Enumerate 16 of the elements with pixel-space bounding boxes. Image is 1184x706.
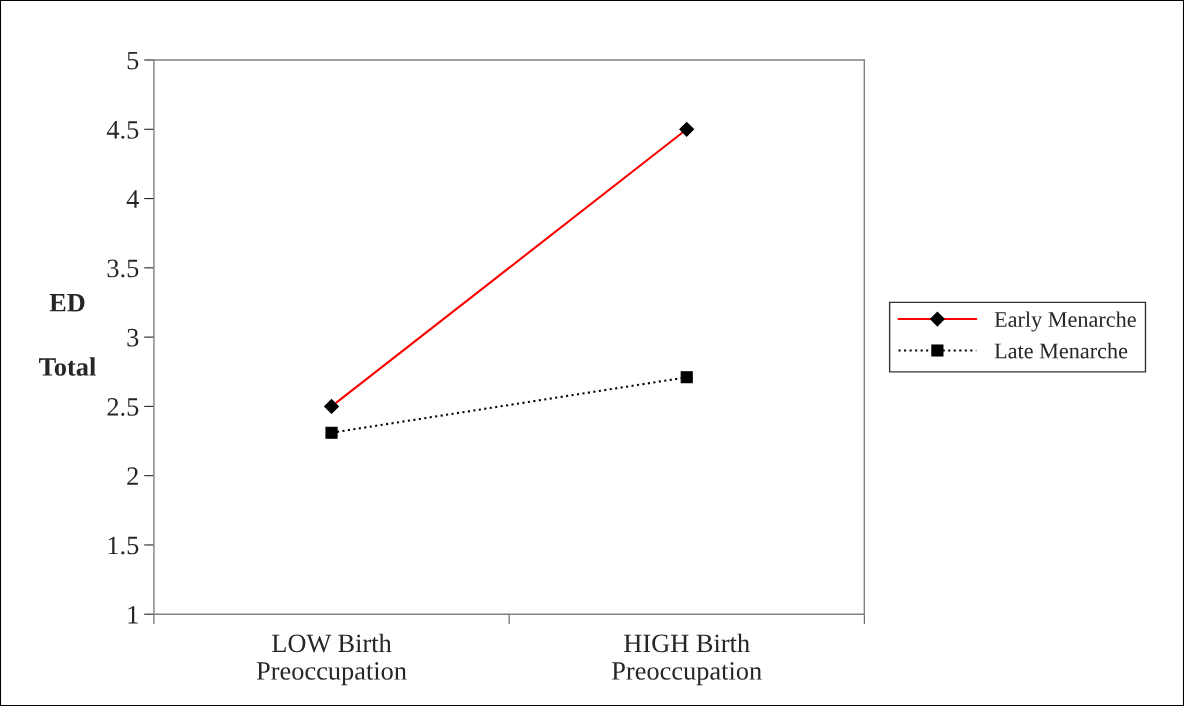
y-tick-label: 4 xyxy=(126,190,139,208)
legend-label: Early Menarche xyxy=(994,311,1136,332)
point xyxy=(680,371,693,384)
point xyxy=(325,426,338,439)
y-tick-label: 3 xyxy=(127,328,139,347)
y-tick-label: 3.5 xyxy=(107,259,139,278)
x-tick-label: LOW Birth Preoccupation xyxy=(256,633,407,686)
y-tick-label: 5 xyxy=(127,51,139,70)
y-tick-label: 4.5 xyxy=(106,121,139,139)
y-tick-label: 2.5 xyxy=(107,398,139,416)
text: ED Total xyxy=(39,294,96,376)
y-tick-label: 2 xyxy=(127,467,138,485)
legend-label: Late Menarche xyxy=(994,342,1128,359)
y-tick-label: 1.5 xyxy=(108,536,139,555)
y-tick-label: 1 xyxy=(128,605,138,624)
x-tick-label: HIGH Birth Preoccupation xyxy=(612,633,762,686)
